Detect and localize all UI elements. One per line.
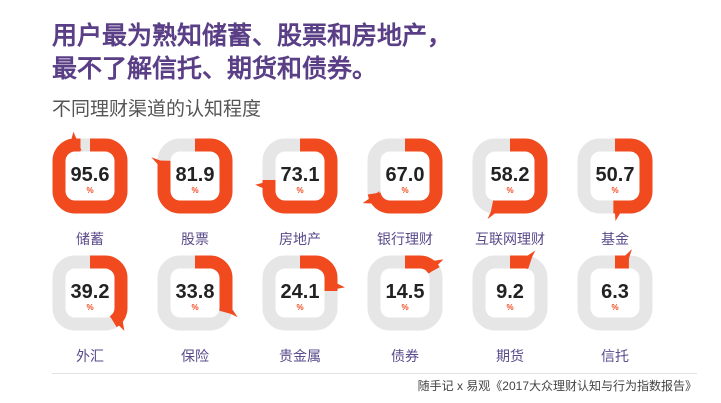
headline-line-2: 最不了解信托、期货和债券。 [52,55,378,83]
gauge-bubble-tip [109,315,125,331]
gauge-bubble-tip [519,250,536,268]
gauge-unit-label: % [86,303,93,312]
gauge-category-label: 互联网理财 [475,231,545,247]
gauge-bubble-tip [325,280,345,291]
gauge-12: 6.3% 信托 [577,249,653,364]
gauge-unit-label: % [506,186,513,195]
gauge-unit-label: % [296,186,303,195]
gauge-2: 81.9% 股票 [151,138,233,247]
gauge-bubble-tip [614,201,624,221]
gauge-category-label: 债券 [391,348,419,364]
gauge-value-arc [472,138,548,214]
gauge-6: 50.7% 基金 [577,138,653,247]
gauge-bubble-tip [618,249,632,268]
gauge-value-label: 24.1 [281,281,320,303]
gauge-3: 73.1% 房地产 [255,138,338,247]
gauge-unit-label: % [191,186,198,195]
gauge-unit-label: % [401,186,408,195]
gauge-value-label: 6.3 [601,281,629,303]
gauge-category-label: 基金 [601,231,629,247]
gauge-unit-label: % [86,186,93,195]
gauge-unit-label: % [191,303,198,312]
gauge-7: 39.2% 外汇 [52,255,128,364]
gauge-unit-label: % [296,303,303,312]
gauge-value-arc [262,255,338,331]
headline: 用户最为熟知储蓄、股票和房地产， 最不了解信托、期货和债券。 [52,20,692,86]
gauge-category-label: 信托 [601,348,629,364]
source-note: 随手记 x 易观《2017大众理财认知与行为指数报告》 [417,379,697,393]
gauge-unit-label: % [401,303,408,312]
gauge-value-label: 33.8 [176,281,215,303]
gauge-8: 33.8% 保险 [157,255,238,364]
gauge-value-label: 67.0 [386,164,425,186]
gauge-category-label: 贵金属 [279,348,321,364]
gauge-value-label: 9.2 [496,281,524,303]
gauge-unit-label: % [506,303,513,312]
gauge-category-label: 储蓄 [76,231,104,247]
gauge-track [577,255,653,331]
gauge-category-label: 股票 [181,231,209,247]
gauge-track [472,255,548,331]
gauge-value-label: 73.1 [281,164,320,186]
gauge-category-label: 房地产 [279,231,321,247]
gauge-bubble-tip [69,131,82,151]
gauge-bubble-tip [427,259,444,274]
gauge-value-label: 95.6 [71,164,110,186]
gauge-value-label: 58.2 [491,164,530,186]
gauge-bubble-tip [255,179,275,191]
gauge-value-arc [157,255,233,331]
gauge-value-label: 14.5 [386,281,425,303]
gauge-category-label: 期货 [496,348,524,364]
gauge-value-arc [52,138,128,214]
gauge-track [367,255,443,331]
gauge-bubble-tip [487,201,503,220]
gauge-1: 95.6% 储蓄 [52,131,128,247]
gauge-value-arc [157,138,233,214]
gauge-bubble-tip [220,302,238,318]
gauge-bubble-tip [362,191,380,204]
headline-line-1: 用户最为熟知储蓄、股票和房地产， [52,22,453,50]
gauge-10: 14.5% 债券 [367,255,444,364]
gauge-4: 67.0% 银行理财 [362,138,443,247]
gauge-category-label: 银行理财 [377,231,433,247]
gauge-bubble-tip [151,157,170,172]
gauge-unit-label: % [611,186,618,195]
gauge-category-label: 保险 [181,348,209,364]
gauge-5: 58.2% 互联网理财 [472,138,548,247]
gauge-category-label: 外汇 [76,348,104,364]
gauge-unit-label: % [611,303,618,312]
gauge-value-label: 50.7 [596,164,635,186]
gauge-value-arc [262,138,338,214]
gauge-9: 24.1% 贵金属 [262,255,345,364]
chart-title: 不同理财渠道的认知程度 [52,99,262,120]
gauge-11: 9.2% 期货 [472,250,548,364]
gauge-value-label: 81.9 [176,164,215,186]
gauge-value-arc [52,255,128,331]
gauge-value-label: 39.2 [71,281,110,303]
footer-divider [52,373,697,374]
gauge-value-arc [367,138,443,214]
